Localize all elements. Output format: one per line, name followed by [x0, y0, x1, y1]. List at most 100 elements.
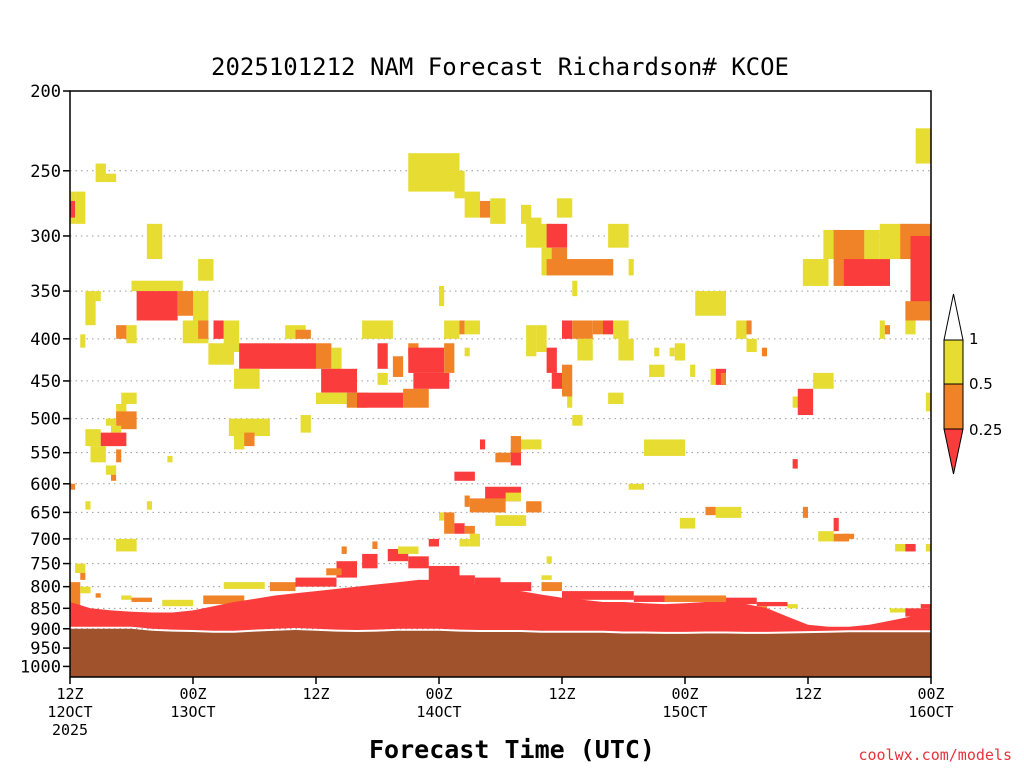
ri-cell-yellow	[526, 325, 537, 357]
y-tick-label: 1000	[20, 657, 61, 677]
ri-cell-yellow	[690, 364, 696, 377]
ri-cell-orange	[295, 329, 311, 339]
ri-cell-yellow	[131, 280, 183, 292]
y-tick-label: 350	[30, 282, 61, 302]
ri-cell-yellow	[398, 546, 419, 554]
y-tick-label: 500	[30, 410, 61, 430]
ri-cell-yellow	[546, 556, 552, 564]
ri-cell-red	[295, 577, 337, 587]
ri-cell-yellow	[679, 517, 696, 529]
colorbar-label: 1	[969, 330, 979, 348]
y-tick-label: 200	[30, 82, 61, 102]
y-tick-label: 750	[30, 555, 61, 575]
ri-cell-yellow	[572, 280, 578, 297]
ri-cell-red	[480, 439, 486, 450]
ri-cell-orange	[316, 343, 332, 369]
ri-cell-yellow	[787, 604, 798, 609]
ri-cell-yellow	[490, 198, 506, 224]
ri-cell-yellow	[495, 515, 527, 526]
ri-cell-yellow	[85, 291, 96, 326]
ri-cell-orange	[720, 372, 726, 385]
ri-cell-red	[792, 459, 798, 469]
ri-cell-orange	[198, 320, 209, 339]
ri-cell-yellow	[505, 492, 521, 502]
boundary-layer	[70, 579, 931, 677]
y-tick-label: 650	[30, 503, 61, 523]
credit-link[interactable]: coolwx.com/models	[858, 746, 1012, 764]
ri-cell-yellow	[80, 334, 86, 348]
ri-cell-orange	[269, 582, 296, 592]
ri-cell-orange	[469, 498, 506, 513]
ri-cell-red	[603, 320, 614, 335]
ri-cell-orange	[843, 533, 855, 539]
ri-cell-yellow	[116, 538, 137, 552]
ri-cell-orange	[70, 483, 76, 490]
y-tick-label: 600	[30, 475, 61, 495]
ri-cell-red	[136, 291, 178, 321]
colorbar-orange	[943, 383, 964, 430]
ri-cell-red	[321, 368, 357, 393]
ri-cell-orange	[372, 541, 378, 549]
ri-cell-yellow	[167, 455, 173, 463]
ri-cell-orange	[80, 572, 86, 580]
ri-cell-yellow	[736, 320, 747, 339]
ri-cell-yellow	[95, 163, 106, 183]
x-tick-label: 12OCT	[47, 703, 92, 721]
ri-cell-orange	[833, 533, 849, 542]
ri-cell-red	[910, 235, 931, 311]
ri-cell-yellow	[80, 586, 91, 594]
ri-cell-yellow	[515, 439, 542, 450]
ri-cell-yellow	[121, 392, 137, 405]
y-tick-label: 250	[30, 162, 61, 182]
ri-cell-red	[377, 343, 388, 369]
ri-cell-yellow	[879, 320, 885, 339]
ri-cell-orange	[444, 343, 455, 373]
ri-cell-red	[562, 320, 573, 339]
ri-cell-yellow	[208, 343, 234, 365]
x-tick-label: 12Z	[302, 685, 329, 703]
ri-cell-red	[510, 449, 521, 466]
ri-cell-yellow	[193, 291, 209, 321]
ri-cell-yellow	[162, 599, 193, 607]
y-tick-label: 300	[30, 227, 61, 247]
ri-cell-orange	[905, 301, 931, 321]
below-ground-fill	[70, 628, 931, 677]
ri-cell-yellow	[674, 343, 685, 361]
ri-cell-red	[454, 471, 475, 481]
ri-cell-yellow	[95, 291, 101, 302]
ri-cell-yellow	[316, 392, 347, 405]
ri-cell-orange	[403, 388, 429, 408]
ri-cell-red	[797, 388, 814, 416]
ri-cell-yellow	[608, 392, 624, 405]
ri-cell-yellow	[577, 338, 593, 361]
ri-cell-yellow	[567, 396, 573, 408]
ri-cell-red	[70, 200, 76, 218]
y-tick-label: 900	[30, 620, 61, 640]
ri-cell-yellow	[925, 543, 931, 552]
ri-cell-orange	[761, 347, 767, 357]
ri-cell-red	[357, 392, 404, 408]
ri-cell-red	[413, 372, 450, 389]
ri-cell-red	[551, 372, 562, 389]
ri-cell-orange	[705, 506, 716, 516]
ri-cell-orange	[526, 501, 542, 513]
x-tick-label: 16OCT	[908, 703, 953, 721]
ri-cell-red	[546, 223, 568, 248]
ri-cell-yellow	[864, 229, 880, 260]
y-tick-label: 800	[30, 578, 61, 598]
y-tick-label: 950	[30, 639, 61, 659]
ri-cell-yellow	[608, 223, 629, 248]
ri-cell-orange	[664, 595, 706, 602]
ri-cell-red	[449, 575, 475, 587]
ri-cell-orange	[562, 364, 573, 397]
y-tick-label: 850	[30, 599, 61, 619]
ri-cell-yellow	[105, 173, 117, 183]
ri-cell-yellow	[572, 415, 583, 426]
ri-cell-yellow	[813, 372, 834, 389]
y-tick-label: 450	[30, 372, 61, 392]
ri-cell-orange	[705, 595, 726, 602]
x-tick-label: 13OCT	[170, 703, 215, 721]
ri-cell-yellow	[75, 563, 86, 573]
ri-cell-yellow	[377, 372, 388, 385]
